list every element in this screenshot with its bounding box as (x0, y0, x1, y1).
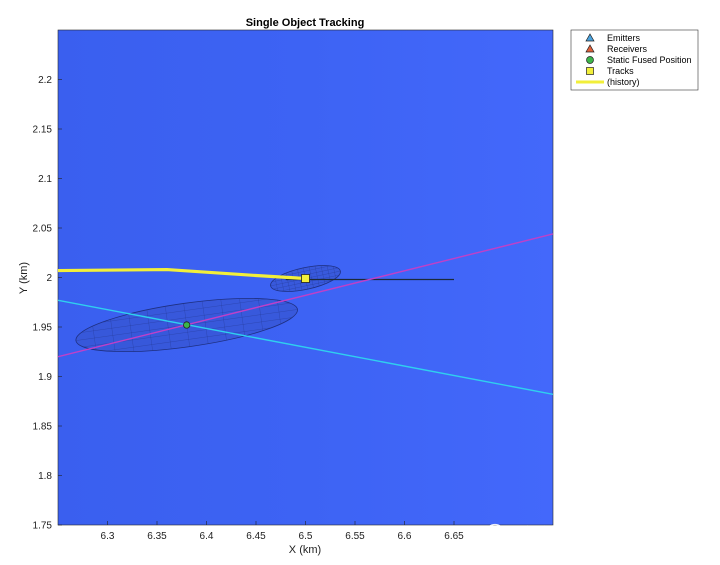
y-tick-label: 2 (46, 273, 52, 284)
legend-label: Tracks (607, 66, 634, 76)
y-tick-label: 2.2 (38, 75, 52, 86)
x-tick-label: 6.4 (200, 531, 214, 542)
y-tick-label: 2.1 (38, 174, 52, 185)
legend-triangle-icon (585, 44, 595, 53)
legend-label: (history) (607, 77, 640, 87)
receiver-bearing-line (58, 233, 553, 358)
x-tick-label: 6.3 (101, 531, 115, 542)
x-tick-label: 6.65 (444, 531, 464, 542)
x-tick-label: 6.6 (398, 531, 412, 542)
legend-label: Emitters (607, 33, 641, 43)
x-axis-ticks: 6.3 6.35 6.4 6.45 6.5 6.55 6.6 6.65 (101, 521, 464, 542)
legend-label: Static Fused Position (607, 55, 692, 65)
x-axis-label: X (km) (289, 544, 321, 556)
legend-square-icon (586, 67, 594, 75)
y-tick-label: 1.85 (33, 422, 53, 433)
x-tick-label: 6.45 (246, 531, 266, 542)
y-tick-label: 2.05 (33, 224, 53, 235)
emitter-bearing-line (58, 299, 553, 396)
legend-label: Receivers (607, 44, 648, 54)
x-tick-label: 6.55 (345, 531, 365, 542)
plot-layer (58, 233, 553, 396)
track-marker (301, 274, 310, 283)
track-history-line (58, 267, 306, 281)
y-axis-ticks: 1.75 1.8 1.85 1.9 1.95 2 2.05 2.1 2.15 2.2 (33, 75, 62, 532)
x-tick-label: 6.35 (147, 531, 167, 542)
fused-position-marker (183, 321, 191, 329)
y-tick-label: 1.9 (38, 372, 52, 383)
watermark: 路输知乎大学@智多理 (486, 523, 678, 544)
y-tick-label: 1.8 (38, 471, 52, 482)
chart-title: Single Object Tracking (246, 17, 365, 29)
wechat-icon (486, 523, 513, 544)
y-tick-label: 1.75 (33, 521, 53, 532)
legend-circle-icon (586, 56, 594, 64)
y-axis-label: Y (km) (18, 262, 30, 294)
x-tick-label: 6.5 (299, 531, 313, 542)
watermark-text: 路输知乎大学@智多理 (518, 524, 678, 543)
y-tick-label: 2.15 (33, 125, 53, 136)
y-tick-label: 1.95 (33, 323, 53, 334)
legend-triangle-icon (585, 33, 595, 42)
